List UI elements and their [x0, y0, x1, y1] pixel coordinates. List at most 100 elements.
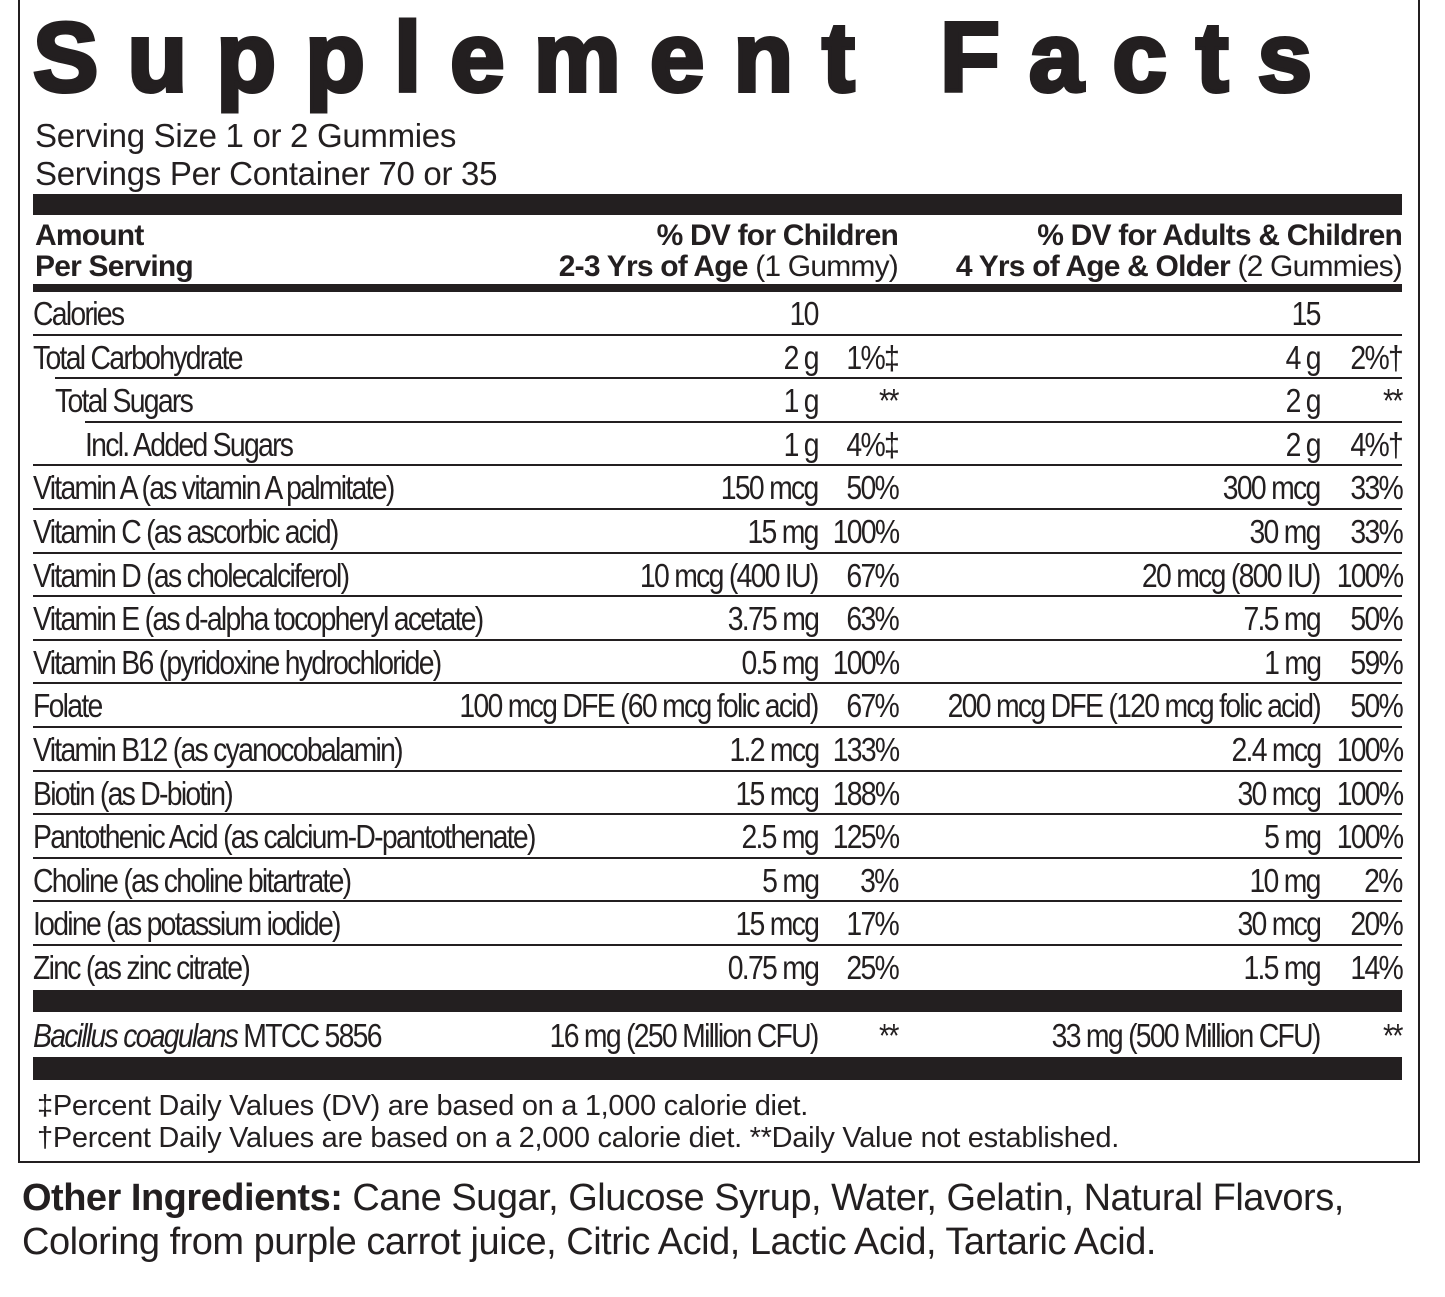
- adult-dv: 4%†: [1350, 425, 1403, 463]
- nutrient-name: Total Sugars: [55, 382, 194, 420]
- nutrient-row: Total Sugars 1 g ** 2 g **: [55, 379, 1404, 423]
- adult-amount: 15: [1291, 295, 1322, 332]
- thick-divider: [33, 1057, 1402, 1080]
- nutrient-row: Vitamin B6 (pyridoxine hydrochloride) 0.5…: [33, 641, 1404, 685]
- adult-dv: 2%†: [1350, 338, 1403, 376]
- nutrient-row: Calories 10 15: [33, 292, 1402, 336]
- footnote-1000-calorie: ‡Percent Daily Values (DV) are based on …: [37, 1090, 809, 1122]
- nutrient-name: Folate: [33, 687, 103, 725]
- probiotic-adult-amount: 33 mg (500 Million CFU): [1052, 1017, 1322, 1054]
- child-dv: 4%‡: [846, 425, 899, 463]
- probiotic-row: Bacillus coagulans MTCC 5856 16 mg (250 …: [33, 1012, 1404, 1056]
- nutrient-name: Vitamin B12 (as cyanocobalamin): [33, 731, 404, 768]
- child-dv: 25%: [846, 949, 899, 986]
- nutrient-row: Folate 100 mcg DFE (60 mcg folic acid) 67%…: [33, 684, 1404, 728]
- children-header-serving: (1 Gummy): [747, 250, 899, 283]
- adult-dv: 100%: [1336, 774, 1403, 812]
- nutrient-name: Zinc (as zinc citrate): [33, 949, 251, 986]
- child-dv: 50%: [846, 469, 899, 507]
- nutrient-name: Vitamin C (as ascorbic acid): [33, 513, 339, 550]
- child-amount: 1.2 mcg: [729, 731, 820, 768]
- child-dv: 67%: [846, 556, 899, 594]
- servings-per-container: Servings Per Container 70 or 35: [35, 155, 498, 192]
- child-dv: 1%‡: [846, 338, 899, 376]
- thick-divider: [33, 194, 1402, 215]
- adult-amount: 10 mg: [1249, 861, 1322, 899]
- adults-dv-header: % DV for Adults & Children 4 Yrs of Age &…: [955, 219, 1403, 283]
- adult-amount: 20 mcg (800 IU): [1142, 556, 1321, 594]
- nutrient-row: Total Carbohydrate 2 g 1%‡ 4 g 2%†: [33, 336, 1404, 380]
- adults-header-line1: % DV for Adults & Children: [1037, 219, 1403, 252]
- nutrient-row: Vitamin C (as ascorbic acid) 15 mg 100% 30 …: [33, 510, 1404, 554]
- child-amount: 15 mcg: [735, 905, 819, 943]
- nutrient-row: Vitamin D (as cholecalciferol) 10 mcg (40…: [33, 554, 1404, 598]
- child-amount: 100 mcg DFE (60 mcg folic acid): [459, 687, 820, 725]
- nutrient-name: Iodine (as potassium iodide): [33, 905, 342, 943]
- nutrient-name: Total Carbohydrate: [33, 338, 244, 376]
- other-ingredients-label: Other Ingredients:: [22, 1177, 343, 1219]
- child-dv: 67%: [846, 687, 899, 725]
- nutrient-name: Incl. Added Sugars: [85, 425, 294, 463]
- child-dv: 63%: [846, 600, 899, 638]
- child-amount: 10 mcg (400 IU): [640, 556, 819, 594]
- nutrient-name: Vitamin D (as cholecalciferol): [33, 556, 350, 594]
- child-amount: 15 mg: [747, 513, 820, 550]
- children-header-age: 2-3 Yrs of Age: [558, 250, 749, 283]
- adult-amount: 2 g: [1285, 382, 1322, 420]
- serving-size: Serving Size 1 or 2 Gummies: [35, 117, 457, 154]
- child-amount: 2.5 mg: [741, 818, 820, 856]
- nutrient-name: Calories: [33, 295, 125, 332]
- other-ingredients: Other Ingredients: Cane Sugar, Glucose S…: [22, 1176, 1422, 1264]
- child-amount: 0.5 mg: [741, 643, 820, 681]
- probiotic-adult-dv: **: [1383, 1017, 1403, 1054]
- adult-amount: 200 mcg DFE (120 mcg folic acid): [947, 687, 1322, 725]
- adult-dv: 50%: [1350, 687, 1403, 725]
- adult-amount: 30 mcg: [1237, 774, 1321, 812]
- nutrient-row: Zinc (as zinc citrate) 0.75 mg 25% 1.5 mg 14…: [33, 946, 1404, 990]
- header-divider: [33, 284, 1402, 292]
- panel-title: Supplement Facts: [31, 0, 1342, 114]
- adult-dv: 59%: [1350, 643, 1403, 681]
- nutrient-row: Biotin (as D-biotin) 15 mcg 188% 30 mcg 100%: [33, 772, 1404, 816]
- child-amount: 1 g: [783, 382, 820, 420]
- child-dv: 133%: [832, 731, 899, 768]
- nutrient-name: Choline (as choline bitartrate): [33, 861, 352, 899]
- child-amount: 2 g: [783, 338, 820, 376]
- child-dv: 17%: [846, 905, 899, 943]
- nutrient-row: Iodine (as potassium iodide) 15 mcg 17% 30 …: [33, 902, 1404, 946]
- nutrient-row: Incl. Added Sugars 1 g 4%‡ 2 g 4%†: [33, 423, 1404, 467]
- probiotic-child-dv: **: [879, 1017, 899, 1054]
- amount-header: Amount Per Serving: [35, 219, 194, 282]
- supplement-facts-panel: [18, 0, 1420, 1163]
- probiotic-species: Bacillus coagulans: [33, 1017, 239, 1054]
- child-dv: 100%: [832, 643, 899, 681]
- adult-dv: 33%: [1350, 513, 1403, 550]
- child-amount: 3.75 mg: [727, 600, 819, 638]
- adults-header-serving: (2 Gummies): [1229, 250, 1402, 283]
- nutrient-name: Vitamin B6 (pyridoxine hydrochloride): [33, 643, 442, 681]
- nutrient-name: Vitamin A (as vitamin A palmitate): [33, 469, 395, 507]
- adult-amount: 2 g: [1285, 425, 1322, 463]
- adult-dv: 33%: [1350, 469, 1403, 507]
- thick-divider: [33, 990, 1402, 1012]
- adult-dv: 14%: [1350, 949, 1403, 986]
- nutrient-name: Biotin (as D-biotin): [33, 774, 234, 812]
- child-amount: 5 mg: [761, 861, 820, 899]
- adult-dv: **: [1383, 382, 1403, 420]
- probiotic-strain: MTCC 5856: [237, 1017, 382, 1054]
- adult-amount: 4 g: [1285, 338, 1322, 376]
- adult-amount: 30 mcg: [1237, 905, 1321, 943]
- adult-amount: 1.5 mg: [1243, 949, 1322, 986]
- nutrient-row: Vitamin B12 (as cyanocobalamin) 1.2 mcg 13…: [33, 728, 1404, 772]
- adult-amount: 1 mg: [1263, 643, 1322, 681]
- adult-dv: 2%: [1364, 861, 1403, 899]
- nutrient-row: Pantothenic Acid (as calcium-D-pantothen…: [33, 815, 1404, 859]
- adult-dv: 100%: [1336, 731, 1403, 768]
- adults-header-age: 4 Yrs of Age & Older: [955, 250, 1231, 283]
- child-amount: 10: [789, 295, 820, 332]
- child-dv: 125%: [832, 818, 899, 856]
- adult-dv: 20%: [1350, 905, 1403, 943]
- amount-header-line1: Amount: [35, 219, 144, 252]
- probiotic-name: Bacillus coagulans MTCC 5856: [33, 1016, 383, 1056]
- adult-amount: 7.5 mg: [1243, 600, 1322, 638]
